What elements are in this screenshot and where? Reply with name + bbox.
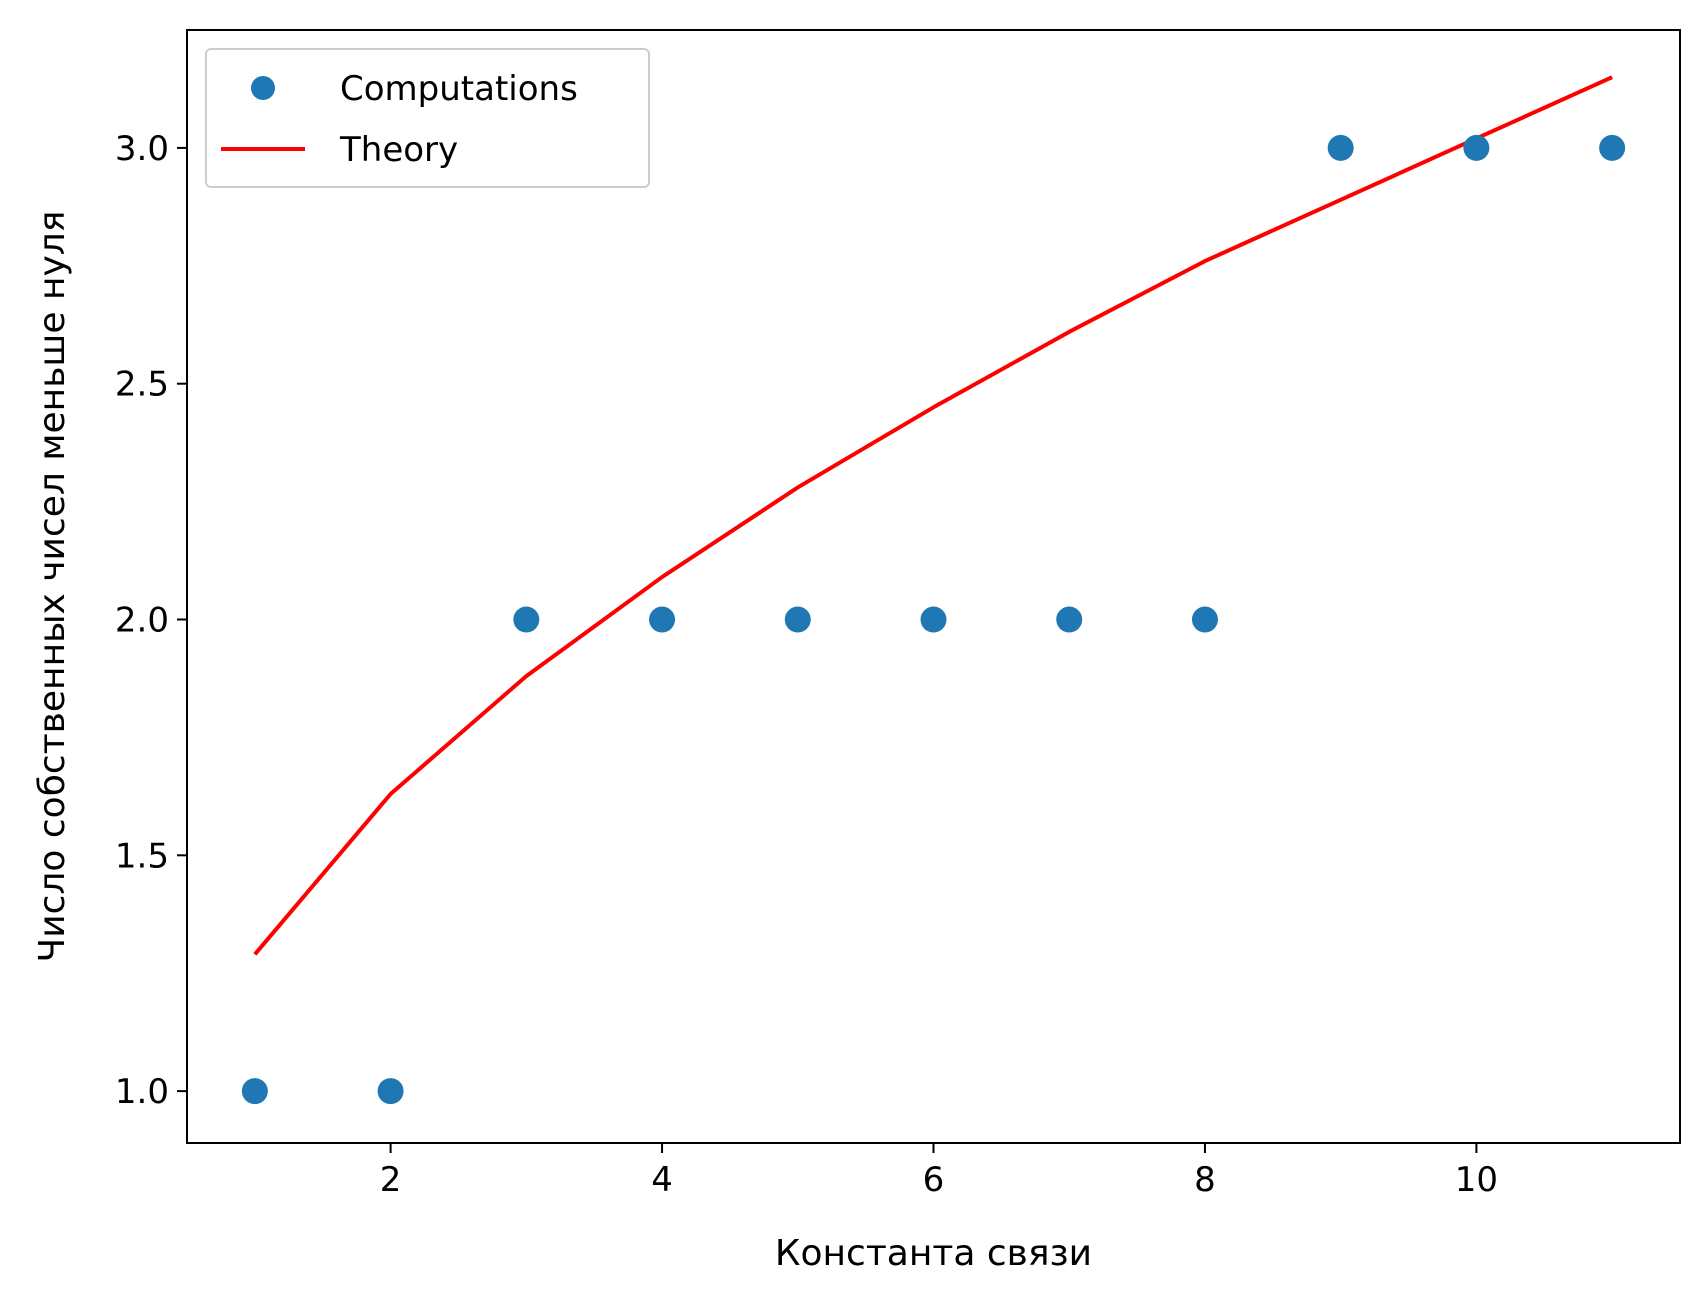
theory-line xyxy=(253,75,1613,956)
x-tick-label: 10 xyxy=(1455,1160,1498,1200)
computation-point xyxy=(1056,606,1083,633)
computation-point xyxy=(920,606,947,633)
computation-point xyxy=(1327,134,1354,161)
axis-ticks: 2 4 6 8 10 1.0 1.5 2.0 2.5 3.0 xyxy=(115,129,1498,1200)
computation-point xyxy=(649,606,676,633)
legend-marker-computations xyxy=(251,76,275,100)
y-tick-label: 3.0 xyxy=(115,129,169,169)
legend-box xyxy=(205,48,650,188)
computation-point xyxy=(1191,606,1218,633)
y-tick-label: 1.5 xyxy=(115,836,169,876)
computation-point xyxy=(784,606,811,633)
legend-label-computations: Computations xyxy=(340,69,578,109)
computation-point xyxy=(1599,134,1626,161)
legend-label-theory: Theory xyxy=(339,130,458,170)
y-tick-label: 1.0 xyxy=(115,1072,169,1112)
x-tick-label: 8 xyxy=(1194,1160,1216,1200)
computation-point xyxy=(377,1078,404,1105)
x-tick-label: 6 xyxy=(923,1160,945,1200)
x-axis-title: Константа связи xyxy=(775,1233,1092,1274)
computation-point xyxy=(513,606,540,633)
computation-point xyxy=(241,1078,268,1105)
x-tick-label: 2 xyxy=(380,1160,402,1200)
y-axis-title: Число собственных чисел меньше нуля xyxy=(32,211,73,963)
legend: Computations Theory xyxy=(205,48,650,188)
x-tick-label: 4 xyxy=(651,1160,673,1200)
computation-point xyxy=(1463,134,1490,161)
plot-marks xyxy=(241,75,1626,1105)
y-tick-label: 2.5 xyxy=(115,365,169,405)
y-tick-label: 2.0 xyxy=(115,601,169,641)
